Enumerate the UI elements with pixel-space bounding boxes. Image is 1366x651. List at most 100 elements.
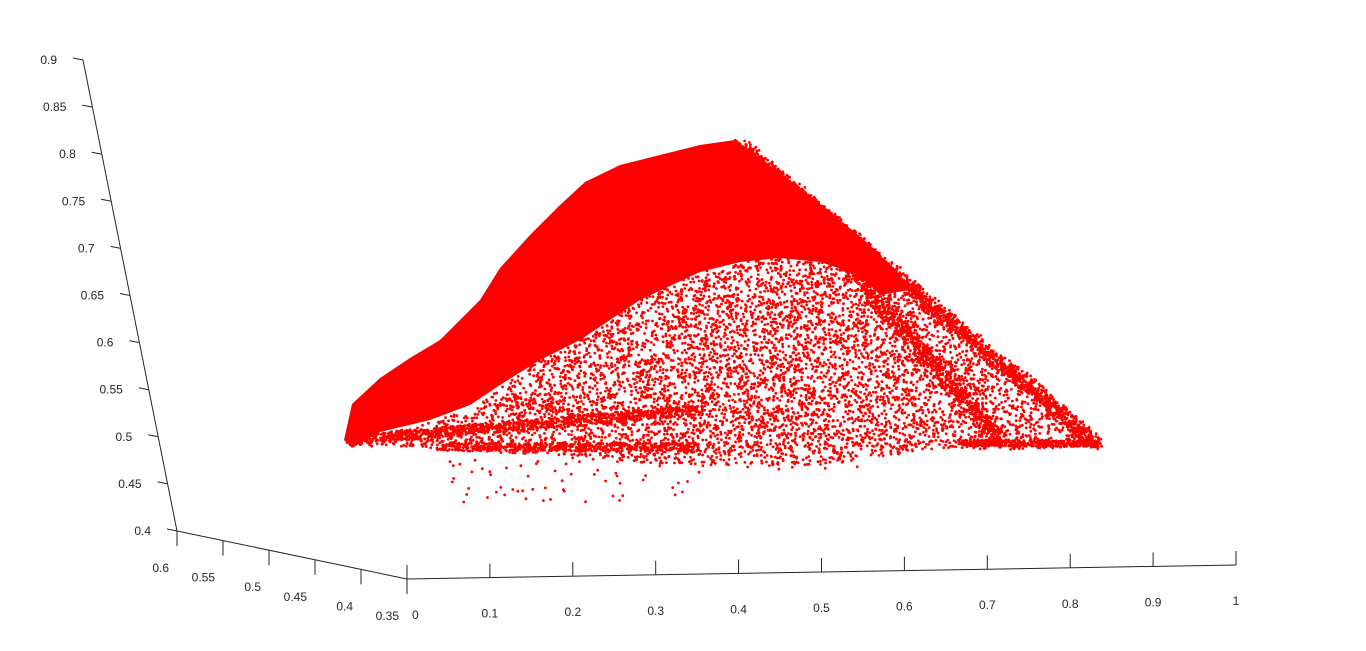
data-point [767, 338, 771, 342]
data-point [676, 308, 680, 312]
data-point [607, 332, 610, 335]
data-point [806, 432, 809, 436]
data-point [969, 359, 973, 363]
data-point [820, 371, 823, 374]
data-point [808, 357, 812, 360]
data-point [960, 446, 964, 449]
data-point [699, 342, 702, 346]
data-point [947, 370, 950, 374]
data-point [767, 388, 771, 391]
data-point [886, 362, 889, 366]
data-point [741, 322, 744, 326]
data-point [781, 459, 785, 463]
data-point [885, 386, 889, 389]
data-point [845, 350, 849, 353]
data-point [871, 390, 875, 394]
data-point [669, 426, 673, 430]
data-point [680, 351, 684, 355]
data-point [834, 367, 837, 371]
data-point [832, 301, 835, 304]
data-point [769, 438, 773, 442]
data-point [888, 293, 892, 297]
data-point [959, 355, 963, 359]
data-point [627, 352, 631, 355]
data-point [800, 310, 804, 314]
data-point [677, 400, 681, 403]
data-point [747, 422, 751, 425]
data-point [881, 395, 885, 399]
data-point [698, 322, 701, 326]
data-point [773, 286, 776, 290]
data-point [780, 388, 784, 392]
data-point [841, 437, 845, 440]
data-point [731, 398, 735, 402]
data-point [870, 417, 874, 421]
data-point [658, 375, 662, 379]
data-point [605, 364, 609, 367]
data-point [921, 411, 925, 415]
data-point [978, 435, 981, 438]
data-point [917, 397, 921, 401]
data-point [663, 432, 666, 436]
data-point [739, 451, 743, 455]
data-point [819, 309, 822, 312]
data-point [786, 326, 790, 330]
data-point [626, 342, 630, 346]
data-point [766, 378, 769, 382]
data-point [731, 410, 735, 413]
data-point [743, 403, 746, 406]
data-point [496, 415, 500, 419]
data-point [793, 318, 796, 322]
data-point [747, 431, 751, 435]
data-point [796, 411, 800, 415]
data-point [789, 360, 793, 364]
data-point [782, 386, 785, 389]
data-point [850, 305, 854, 309]
data-point [730, 335, 734, 339]
data-point [824, 427, 827, 431]
data-point [982, 447, 986, 450]
data-point [817, 432, 821, 436]
data-point [804, 338, 807, 341]
data-point [827, 278, 830, 282]
data-point [831, 340, 835, 343]
data-point [746, 394, 750, 398]
data-point [491, 433, 495, 436]
data-point [832, 409, 836, 413]
data-point [582, 428, 586, 432]
data-point [533, 431, 537, 435]
data-point [891, 335, 895, 338]
data-point [804, 268, 808, 271]
data-point [499, 451, 503, 454]
data-point [726, 442, 730, 445]
data-point [760, 320, 764, 323]
data-point [645, 370, 649, 374]
data-point [734, 270, 737, 274]
data-point [964, 366, 968, 370]
data-point [730, 346, 734, 350]
data-point [850, 437, 854, 440]
data-point [792, 388, 796, 392]
data-point [668, 290, 672, 294]
data-point [455, 414, 459, 418]
data-point [963, 371, 967, 375]
scatter-points [345, 138, 1103, 504]
data-point [650, 430, 653, 434]
data-point [449, 414, 453, 418]
data-point [706, 375, 710, 378]
data-point [681, 380, 684, 384]
data-point [857, 371, 861, 375]
data-point [820, 275, 824, 279]
data-point [630, 389, 633, 393]
data-point [764, 286, 768, 290]
data-point [720, 302, 723, 306]
data-point [854, 454, 858, 457]
data-point [898, 438, 902, 442]
data-point [793, 364, 797, 368]
data-point [749, 305, 752, 309]
data-point [551, 398, 555, 401]
data-point [651, 295, 655, 298]
data-point [791, 358, 795, 361]
data-point [776, 353, 780, 356]
data-point [861, 330, 864, 334]
